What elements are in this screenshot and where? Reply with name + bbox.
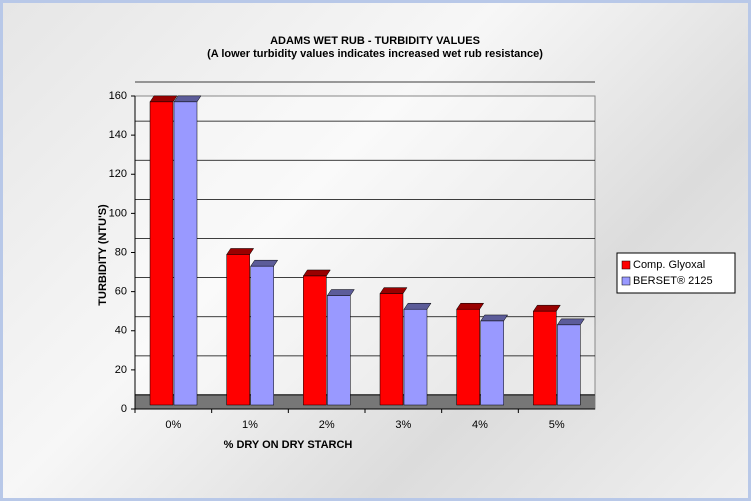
- y-tick-label: 80: [115, 246, 127, 258]
- bar-top: [174, 96, 201, 102]
- legend-label: Comp. Glyoxal: [633, 259, 705, 271]
- bar: [251, 266, 274, 405]
- legend-label: BERSET® 2125: [633, 275, 713, 287]
- x-tick-label: 4%: [472, 419, 488, 431]
- bar: [481, 321, 504, 405]
- y-tick-label: 160: [109, 90, 127, 102]
- legend-swatch: [622, 277, 630, 285]
- bar-top: [327, 290, 354, 296]
- bar-top: [380, 288, 407, 294]
- bar-top: [457, 303, 484, 309]
- page: ADAMS WET RUB - TURBIDITY VALUES (A lowe…: [0, 0, 751, 501]
- bar: [533, 311, 556, 405]
- bar-top: [251, 260, 278, 266]
- bar: [227, 254, 250, 405]
- x-tick-label: 1%: [242, 419, 258, 431]
- bar-top: [303, 270, 330, 276]
- y-tick-label: 140: [109, 129, 127, 141]
- bar-top: [404, 303, 431, 309]
- y-tick-label: 120: [109, 168, 127, 180]
- bar-top: [557, 319, 584, 325]
- chart: ADAMS WET RUB - TURBIDITY VALUES (A lowe…: [3, 3, 748, 498]
- bar: [457, 309, 480, 405]
- x-tick-label: 0%: [165, 419, 181, 431]
- legend-swatch: [622, 261, 630, 269]
- y-tick-label: 40: [115, 325, 127, 337]
- bar: [380, 294, 403, 405]
- bar-top: [150, 96, 177, 102]
- bar-top: [533, 305, 560, 311]
- chart-title: ADAMS WET RUB - TURBIDITY VALUES: [270, 35, 480, 47]
- x-tick-label: 5%: [549, 419, 565, 431]
- x-tick-label: 2%: [319, 419, 335, 431]
- bar: [174, 102, 197, 405]
- bar: [557, 325, 580, 405]
- y-tick-label: 60: [115, 286, 127, 298]
- bar: [150, 102, 173, 405]
- bar: [327, 296, 350, 405]
- plot-floor: [135, 394, 595, 409]
- chart-subtitle: (A lower turbidity values indicates incr…: [207, 48, 543, 60]
- x-tick-label: 3%: [395, 419, 411, 431]
- y-tick-label: 20: [115, 364, 127, 376]
- plot-wall: [135, 96, 595, 409]
- bar: [303, 276, 326, 405]
- bar-top: [227, 248, 254, 254]
- bar-top: [481, 315, 508, 321]
- y-axis-title: TURBIDITY (NTU'S): [97, 204, 109, 306]
- bar: [404, 309, 427, 405]
- x-axis-title: % DRY ON DRY STARCH: [224, 439, 353, 451]
- y-tick-label: 0: [121, 403, 127, 415]
- y-tick-label: 100: [109, 207, 127, 219]
